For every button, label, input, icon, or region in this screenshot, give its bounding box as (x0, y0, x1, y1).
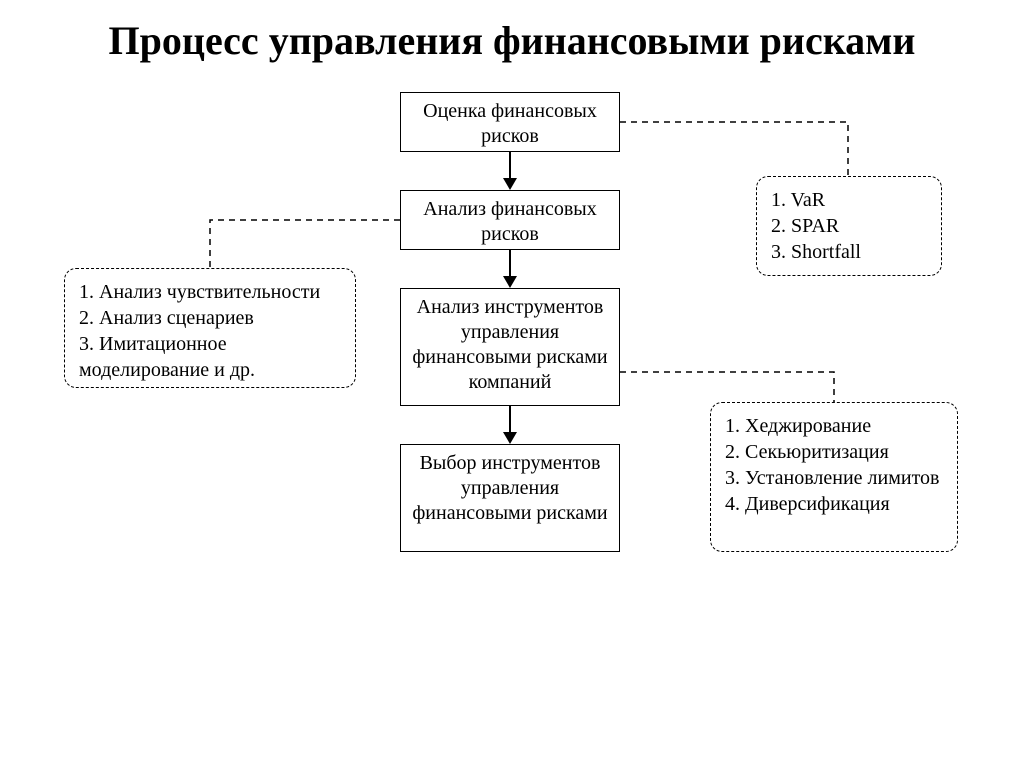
flow-node-analysis: Анализ финансовых рисков (400, 190, 620, 250)
annotation-item: 4. Диверсификация (725, 491, 943, 517)
annotation-note-methods: 1. VaR 2. SPAR 3. Shortfall (756, 176, 942, 276)
flow-node-instruments-analysis: Анализ инструментов управления финансовы… (400, 288, 620, 406)
annotation-item: 2. Секьюритизация (725, 439, 943, 465)
dashed-connector (210, 220, 400, 268)
flow-node-label: Оценка финансовых рисков (423, 100, 597, 147)
dashed-connector (620, 372, 834, 402)
flow-node-instruments-choice: Выбор инструментов управления финансовым… (400, 444, 620, 552)
page-title: Процесс управления финансовыми рисками (0, 0, 1024, 64)
annotation-item: 3. Установление лимитов (725, 465, 943, 491)
annotation-item: 1. Анализ чувствительности (79, 279, 341, 305)
annotation-item: 3. Имитационное моделирование и др. (79, 331, 341, 383)
diagram-canvas: Оценка финансовых рисков Анализ финансов… (0, 72, 1024, 692)
annotation-item: 2. Анализ сценариев (79, 305, 341, 331)
annotation-item: 3. Shortfall (771, 239, 927, 265)
flow-node-assessment: Оценка финансовых рисков (400, 92, 620, 152)
flow-arrow (503, 250, 517, 288)
annotation-item: 2. SPAR (771, 213, 927, 239)
annotation-item: 1. Хеджирование (725, 413, 943, 439)
flow-arrow (503, 406, 517, 444)
dashed-connector (620, 122, 848, 176)
annotation-item: 1. VaR (771, 187, 927, 213)
flow-node-label: Анализ финансовых рисков (423, 198, 597, 245)
flow-arrow (503, 152, 517, 190)
flow-node-label: Анализ инструментов управления финансовы… (412, 296, 607, 393)
annotation-note-instruments: 1. Хеджирование 2. Секьюритизация 3. Уст… (710, 402, 958, 552)
flow-node-label: Выбор инструментов управления финансовым… (412, 452, 607, 524)
annotation-note-analysis-types: 1. Анализ чувствительности 2. Анализ сце… (64, 268, 356, 388)
